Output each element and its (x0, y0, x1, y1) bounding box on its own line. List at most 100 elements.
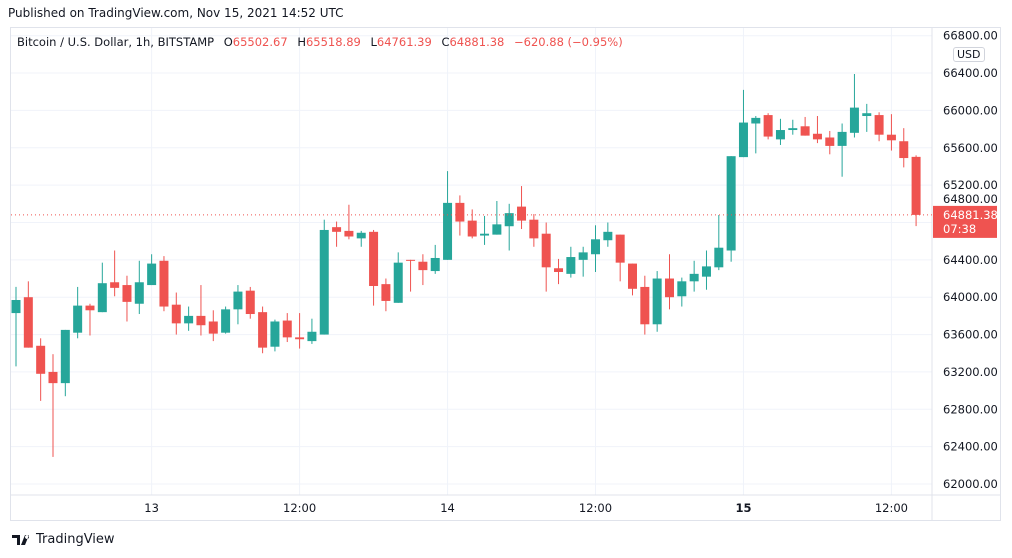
candle-body (443, 202, 453, 260)
change-value: −620.88 (−0.95%) (514, 35, 623, 49)
candle-body (886, 134, 896, 141)
candle-body (282, 320, 292, 338)
candle-body (73, 305, 83, 333)
last-price-label-box (933, 205, 997, 238)
open-label: O (223, 35, 233, 49)
candle-body (788, 128, 798, 131)
y-tick-label: 66000.00 (943, 103, 998, 117)
symbol-title: Bitcoin / U.S. Dollar, 1h, BITSTAMP (17, 35, 215, 49)
candle-body (566, 257, 576, 274)
candle-body (344, 230, 354, 237)
candle-body (554, 268, 564, 272)
low-label: L (370, 35, 377, 49)
high-value: 65518.89 (305, 35, 361, 49)
x-tick-label: 13 (144, 501, 159, 515)
candle-body (517, 206, 527, 221)
y-tick-label: 65200.00 (943, 178, 998, 192)
candle-body (171, 304, 181, 324)
published-caption: Published on TradingView.com, Nov 15, 20… (8, 6, 344, 20)
candle-body (85, 305, 95, 311)
candle-body (467, 220, 477, 237)
candle-body (97, 283, 107, 313)
candle-body (862, 113, 872, 117)
candle-body (529, 219, 539, 239)
candle-body (356, 232, 366, 239)
candle-body (233, 291, 243, 310)
y-tick-label: 66800.00 (943, 29, 998, 43)
candle-body (591, 239, 601, 255)
y-tick-label: 62400.00 (943, 440, 998, 454)
candle-body (492, 224, 502, 235)
candle-body (159, 260, 169, 307)
candle-body (196, 315, 206, 326)
candle-body (615, 234, 625, 263)
candle-body (825, 137, 835, 146)
candle-body (406, 259, 416, 261)
candle-body (184, 315, 194, 324)
x-tick-label: 12:00 (283, 501, 316, 515)
tradingview-logo[interactable]: TradingView (12, 532, 115, 547)
y-tick-label: 62800.00 (943, 402, 998, 416)
ohlc-legend: Bitcoin / U.S. Dollar, 1h, BITSTAMP O655… (17, 35, 623, 49)
logo-text: TradingView (36, 532, 115, 547)
candle-body (134, 282, 144, 304)
candle-body (603, 231, 613, 241)
candle-body (332, 227, 342, 232)
candle-body (23, 297, 33, 348)
y-tick-label: 63600.00 (943, 328, 998, 342)
close-value: 64881.38 (449, 35, 505, 49)
candle-body (221, 309, 231, 333)
candle-body (775, 130, 785, 140)
candle-body (208, 321, 218, 334)
high-label: H (297, 35, 306, 49)
candle-body (763, 115, 773, 137)
x-tick-label: 15 (735, 501, 751, 515)
candle-body (504, 213, 514, 227)
candle-body (837, 131, 847, 146)
currency-badge[interactable]: USD (953, 47, 985, 62)
low-value: 64761.39 (376, 35, 432, 49)
y-tick-label: 65600.00 (943, 141, 998, 155)
candle-body (541, 233, 551, 268)
chart-frame (10, 27, 1001, 521)
y-tick-label: 64400.00 (943, 253, 998, 267)
candle-body (726, 156, 736, 251)
candle-body (270, 321, 280, 347)
candle-body (751, 117, 761, 124)
candle-body (319, 229, 329, 335)
candle-body (147, 263, 157, 286)
bar-countdown-label: 07:38 (943, 222, 976, 236)
y-tick-label: 64800.00 (943, 192, 998, 206)
candle-body (36, 345, 46, 374)
candle-body (110, 282, 120, 288)
candle-body (455, 202, 465, 222)
y-tick-label: 63200.00 (943, 365, 998, 379)
open-value: 65502.67 (232, 35, 288, 49)
candle-body (11, 300, 21, 314)
candle-body (393, 262, 403, 303)
candle-body (307, 331, 317, 342)
candle-body (640, 286, 650, 325)
candle-body (578, 252, 588, 260)
last-price-label: 64881.38 (943, 208, 998, 222)
candle-body (369, 231, 379, 286)
candle-body (60, 329, 70, 384)
candle-body (664, 278, 674, 298)
candle-body (258, 312, 268, 348)
candle-body (628, 263, 637, 289)
candle-body (381, 284, 391, 301)
candle-body (689, 273, 699, 282)
candle-body (899, 141, 909, 159)
candle-body (677, 281, 687, 297)
candle-body (418, 261, 428, 271)
y-tick-label: 64000.00 (943, 290, 998, 304)
candle-body (652, 278, 662, 325)
x-tick-label: 12:00 (579, 501, 612, 515)
candle-body (812, 133, 822, 140)
candle-body (701, 266, 711, 277)
candle-body (800, 126, 810, 136)
candle-body (738, 122, 748, 158)
candle-body (48, 371, 58, 384)
close-label: C (441, 35, 450, 49)
